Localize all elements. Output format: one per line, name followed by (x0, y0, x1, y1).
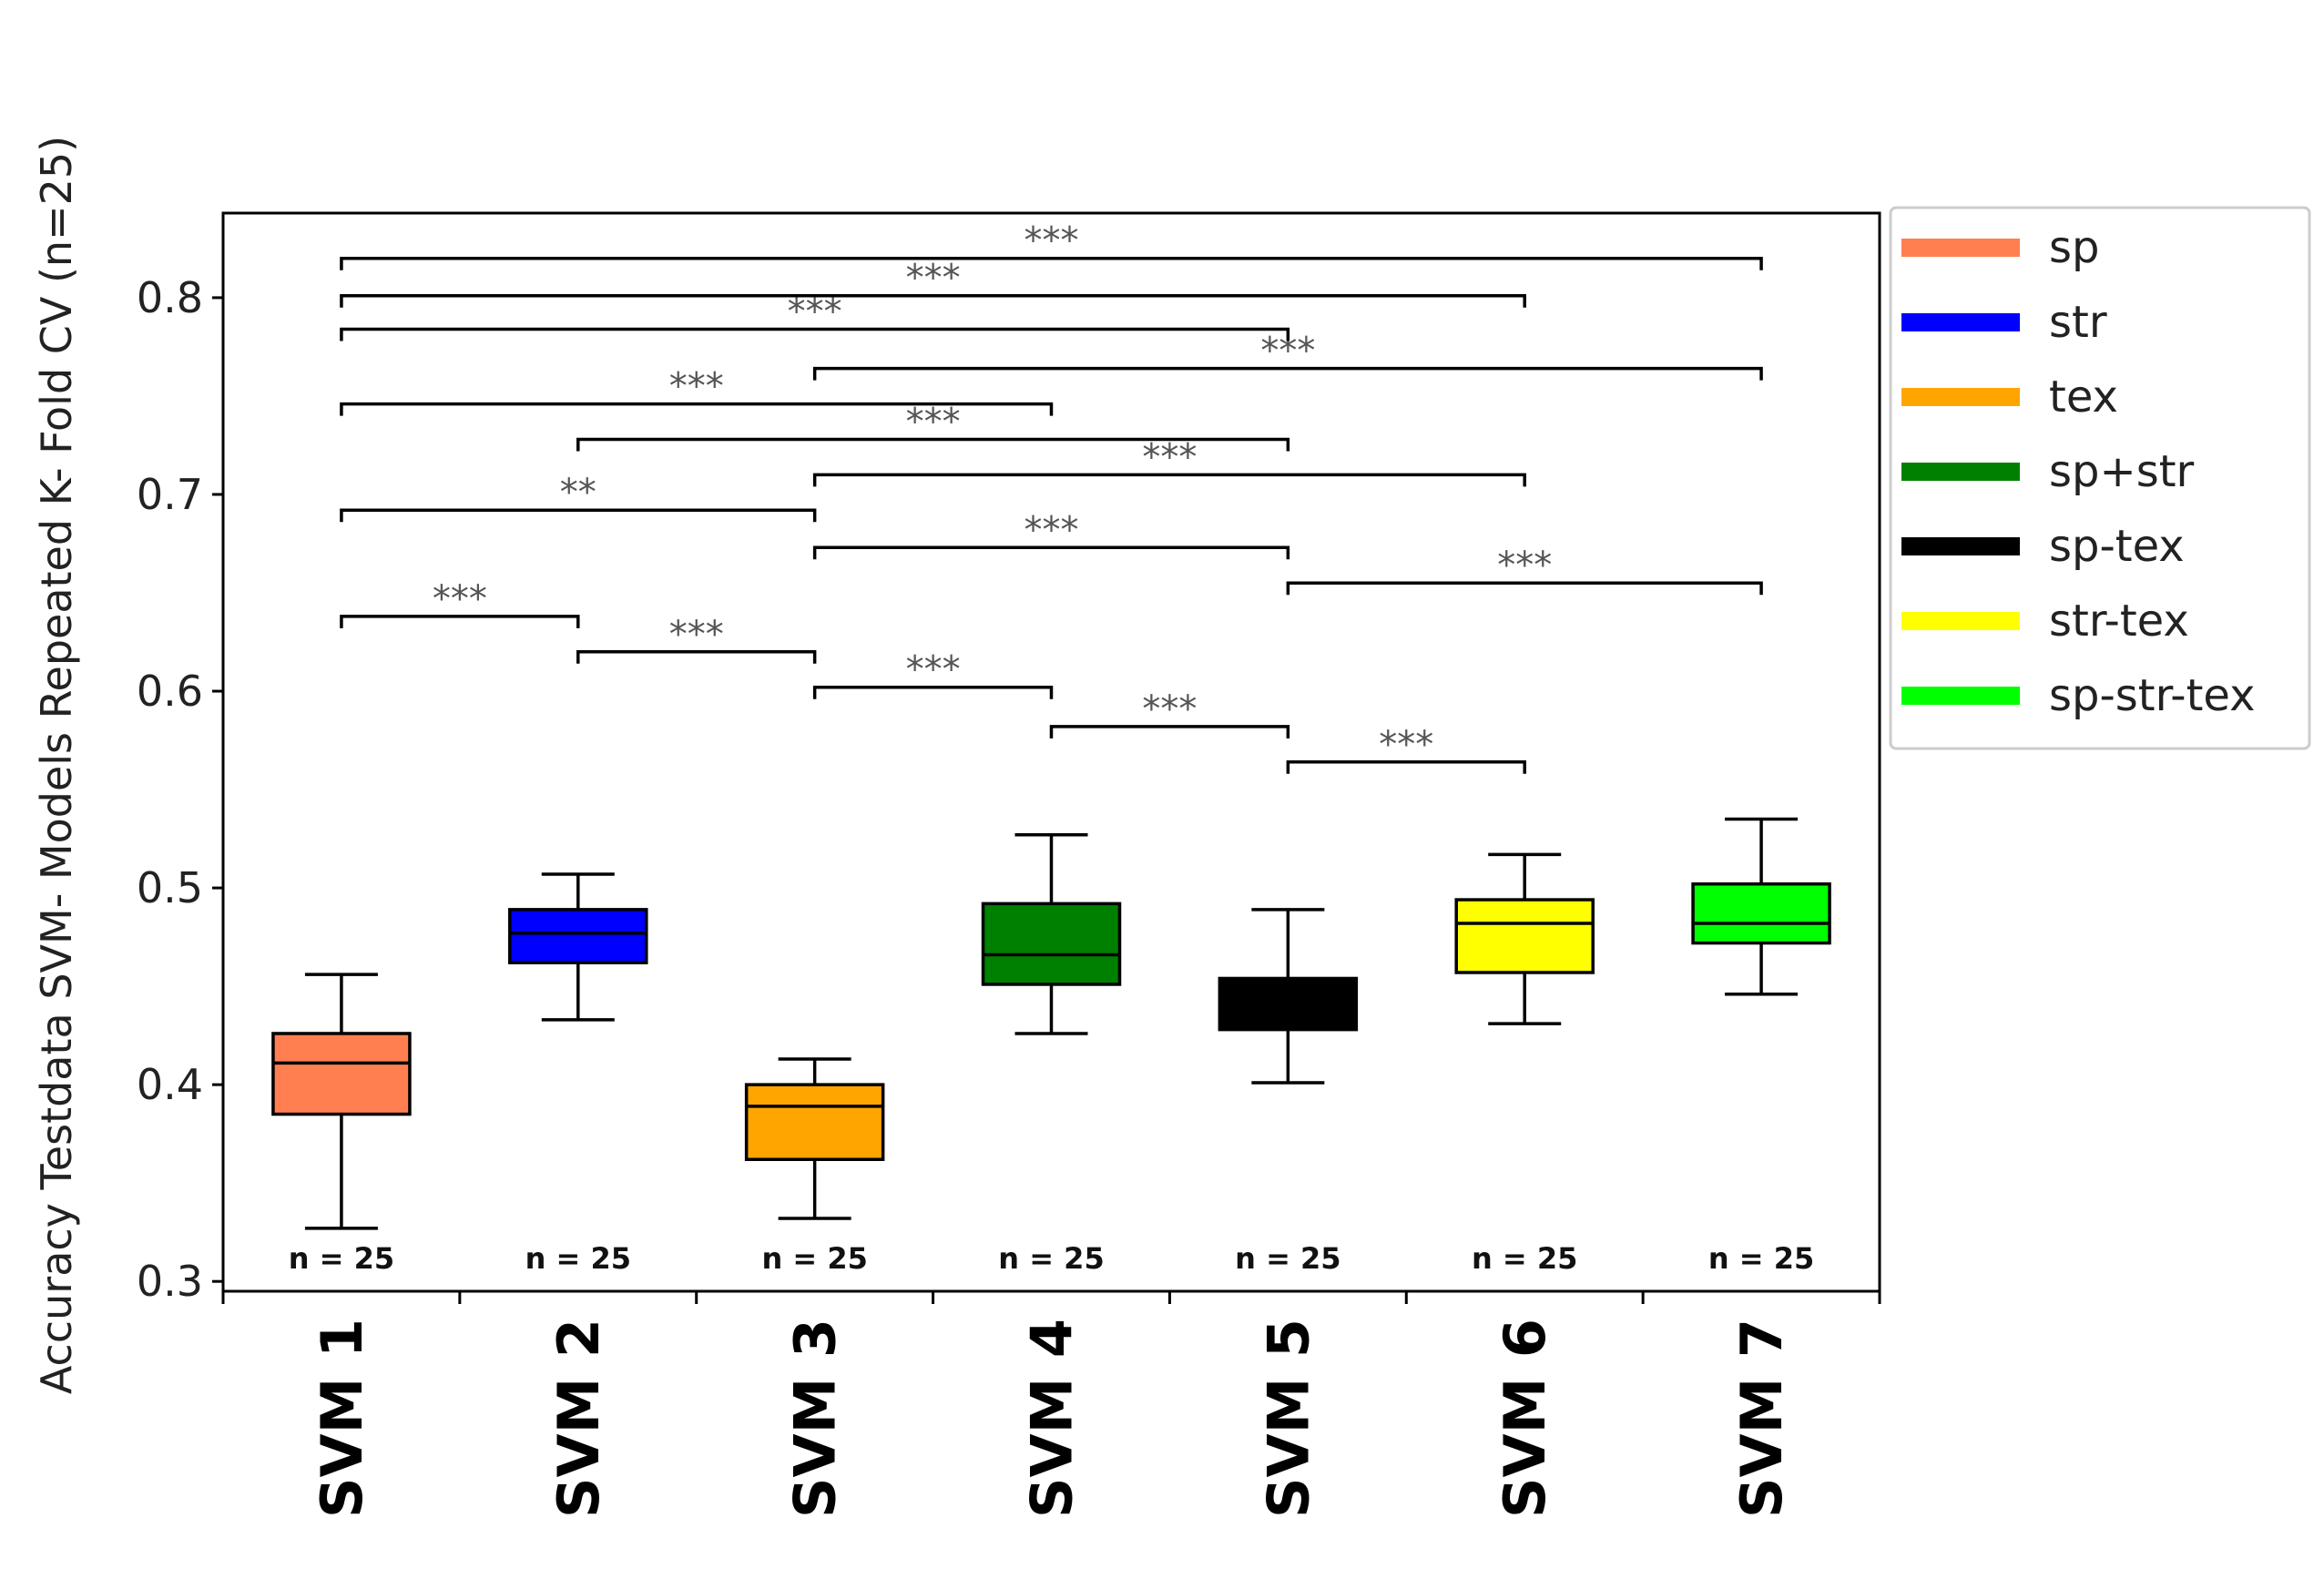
x-category-label: SVM 3 (782, 1319, 849, 1518)
significance-label: *** (1379, 724, 1433, 766)
n-label: n = 25 (1472, 1241, 1577, 1276)
plot-frame (221, 211, 1881, 1293)
legend-swatch (1901, 239, 2020, 257)
significance-bracket (340, 402, 1054, 416)
significance-label: *** (788, 290, 842, 332)
legend-swatch (1901, 463, 2020, 481)
legend: sp str tex sp+str sp-tex str-tex sp-str-tex (1889, 206, 2311, 750)
box-iqr (744, 1083, 885, 1161)
y-tick-label: 0.8 (137, 273, 203, 322)
box-iqr (1691, 882, 1831, 945)
n-label: n = 25 (289, 1241, 394, 1276)
significance-bracket (576, 650, 817, 664)
significance-brackets: ****************************************… (340, 220, 1763, 774)
x-category-label: SVM 1 (309, 1319, 375, 1518)
box-iqr (508, 908, 648, 964)
box-iqr (271, 1032, 412, 1116)
box-2: n = 25 (508, 872, 648, 1276)
x-category-label: SVM 7 (1728, 1319, 1795, 1518)
legend-swatch (1901, 388, 2020, 406)
significance-bracket (340, 327, 1290, 341)
axes: 0.3 0.4 0.5 0.6 0.7 0.8 SVM 1 SVM 2 SVM 3 SVM 4 SV… (32, 136, 1881, 1518)
significance-label: *** (433, 578, 487, 620)
significance-bracket (340, 508, 817, 523)
legend-label: str (2049, 297, 2107, 348)
significance-bracket (1286, 760, 1526, 774)
legend-label: sp-str-tex (2049, 670, 2256, 721)
x-category-label: SVM 5 (1255, 1319, 1321, 1518)
significance-bracket (1286, 581, 1763, 596)
significance-label: *** (906, 258, 961, 300)
box-5: n = 25 (1218, 908, 1359, 1276)
y-tick-label: 0.6 (137, 667, 203, 716)
box-series: n = 25 n = 25 n = 25 n = 25 n = 25 n = 25 n = … (271, 817, 1831, 1276)
legend-swatch (1901, 687, 2020, 705)
n-label: n = 25 (998, 1241, 1104, 1276)
significance-label: *** (906, 401, 961, 443)
legend-label: tex (2049, 372, 2118, 423)
y-tick-label: 0.4 (137, 1060, 203, 1109)
significance-bracket (812, 473, 1526, 487)
significance-label: *** (1142, 436, 1197, 478)
box-3: n = 25 (744, 1057, 885, 1276)
box-7: n = 25 (1691, 817, 1831, 1276)
significance-bracket (340, 256, 1763, 270)
significance-label: *** (1142, 688, 1197, 730)
n-label: n = 25 (761, 1241, 867, 1276)
legend-label: sp (2049, 222, 2099, 273)
significance-bracket (340, 615, 580, 628)
n-label: n = 25 (525, 1241, 631, 1276)
significance-bracket (812, 545, 1290, 560)
significance-label: ** (560, 472, 596, 514)
box-6: n = 25 (1454, 852, 1595, 1276)
y-tick-label: 0.5 (137, 863, 203, 912)
legend-label: sp-tex (2049, 521, 2185, 572)
legend-swatch (1901, 313, 2020, 331)
significance-label: *** (1024, 220, 1079, 262)
significance-label: *** (906, 649, 961, 691)
n-label: n = 25 (1708, 1241, 1814, 1276)
legend-swatch (1901, 537, 2020, 555)
box-1: n = 25 (271, 973, 412, 1276)
x-category-label: SVM 2 (545, 1319, 612, 1518)
significance-bracket (340, 293, 1526, 308)
significance-label: *** (1497, 545, 1552, 586)
significance-bracket (812, 366, 1763, 381)
significance-bracket (576, 437, 1290, 452)
x-category-label: SVM 6 (1492, 1319, 1558, 1518)
x-category-label: SVM 4 (1019, 1319, 1086, 1518)
significance-bracket (1049, 725, 1290, 739)
significance-label: *** (669, 614, 724, 656)
legend-label: sp+str (2049, 446, 2195, 497)
box-4: n = 25 (981, 832, 1122, 1276)
legend-swatch (1901, 612, 2020, 630)
n-label: n = 25 (1235, 1241, 1340, 1276)
y-axis-label: Accuracy Testdata SVM- Models Repeated K… (32, 136, 81, 1394)
significance-label: *** (669, 366, 724, 408)
legend-label: str-tex (2049, 596, 2189, 647)
box-iqr (1454, 898, 1595, 974)
box-iqr (981, 902, 1122, 986)
y-tick-label: 0.7 (137, 470, 203, 519)
significance-bracket (812, 685, 1054, 699)
significance-label: *** (1024, 509, 1079, 551)
y-tick-label: 0.3 (137, 1257, 203, 1306)
